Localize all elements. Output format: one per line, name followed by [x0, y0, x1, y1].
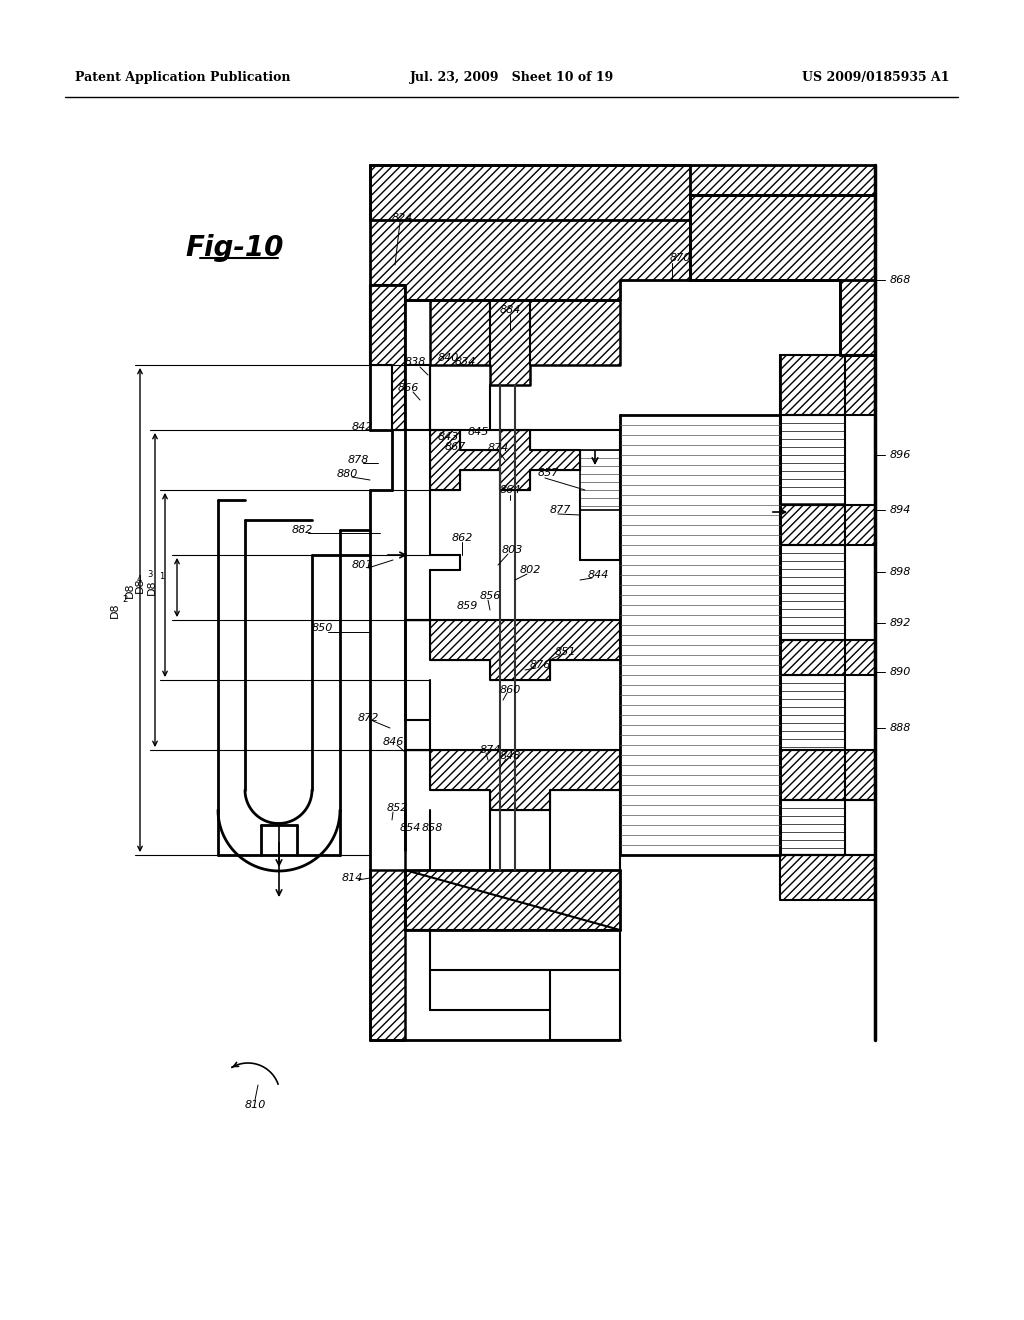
Text: 874: 874	[487, 444, 509, 453]
Text: 894: 894	[889, 506, 910, 515]
Polygon shape	[370, 165, 690, 300]
Text: 898: 898	[889, 568, 910, 577]
Polygon shape	[780, 750, 874, 800]
Text: US 2009/0185935 A1: US 2009/0185935 A1	[803, 71, 950, 84]
Text: 876: 876	[529, 660, 551, 671]
Text: 4: 4	[137, 576, 142, 583]
Text: 896: 896	[889, 450, 910, 459]
Polygon shape	[780, 355, 874, 414]
Polygon shape	[370, 870, 406, 1040]
Text: 878: 878	[347, 455, 369, 465]
Text: Jul. 23, 2009   Sheet 10 of 19: Jul. 23, 2009 Sheet 10 of 19	[410, 71, 614, 84]
Text: 864: 864	[500, 484, 520, 495]
Text: 868: 868	[889, 275, 910, 285]
Text: 856: 856	[479, 591, 501, 601]
Text: 882: 882	[291, 525, 312, 535]
Text: 866: 866	[397, 383, 419, 393]
Text: 872: 872	[357, 713, 379, 723]
Text: 851: 851	[554, 647, 575, 657]
Text: 859: 859	[457, 601, 477, 611]
Text: 846: 846	[382, 737, 403, 747]
Text: Patent Application Publication: Patent Application Publication	[75, 71, 291, 84]
Polygon shape	[370, 165, 874, 220]
Text: 810: 810	[245, 1100, 265, 1110]
Text: 848: 848	[500, 751, 520, 762]
Text: Fig-10: Fig-10	[185, 234, 285, 261]
Text: 802: 802	[519, 565, 541, 576]
Text: 888: 888	[889, 723, 910, 733]
Polygon shape	[780, 506, 874, 545]
Text: 867: 867	[444, 442, 466, 451]
Text: 874: 874	[479, 744, 501, 755]
Text: D8: D8	[110, 602, 120, 618]
Text: D8: D8	[147, 579, 157, 595]
Text: 858: 858	[421, 822, 442, 833]
Text: 843: 843	[437, 432, 459, 442]
Text: 838: 838	[404, 356, 426, 367]
Polygon shape	[780, 855, 874, 900]
Text: D8: D8	[135, 577, 145, 593]
Text: 884: 884	[500, 305, 520, 315]
Polygon shape	[406, 870, 620, 931]
Text: 824: 824	[391, 213, 413, 223]
Text: 854: 854	[399, 822, 421, 833]
Text: 803: 803	[502, 545, 522, 554]
Text: 880: 880	[336, 469, 357, 479]
Text: 877: 877	[549, 506, 570, 515]
Text: 2: 2	[122, 595, 127, 605]
Text: 850: 850	[311, 623, 333, 634]
Text: 845: 845	[467, 426, 488, 437]
Text: 890: 890	[889, 667, 910, 677]
Polygon shape	[690, 195, 874, 355]
Polygon shape	[370, 285, 406, 430]
Polygon shape	[780, 640, 874, 675]
Text: 860: 860	[500, 685, 520, 696]
Text: 892: 892	[889, 618, 910, 628]
Text: 1: 1	[159, 572, 164, 581]
Polygon shape	[430, 430, 580, 490]
Text: 844: 844	[588, 570, 608, 579]
Text: 852: 852	[386, 803, 408, 813]
Text: 870: 870	[670, 253, 690, 263]
Text: 840: 840	[437, 352, 459, 363]
Polygon shape	[406, 750, 620, 810]
Text: 857: 857	[538, 469, 559, 478]
Text: D8: D8	[125, 582, 135, 598]
Text: 842: 842	[351, 422, 373, 432]
Text: 3: 3	[147, 570, 153, 579]
Text: 862: 862	[452, 533, 473, 543]
Text: 834: 834	[455, 356, 476, 367]
Text: 801: 801	[351, 560, 373, 570]
Polygon shape	[406, 300, 620, 385]
Text: 814: 814	[341, 873, 362, 883]
Polygon shape	[406, 620, 620, 680]
